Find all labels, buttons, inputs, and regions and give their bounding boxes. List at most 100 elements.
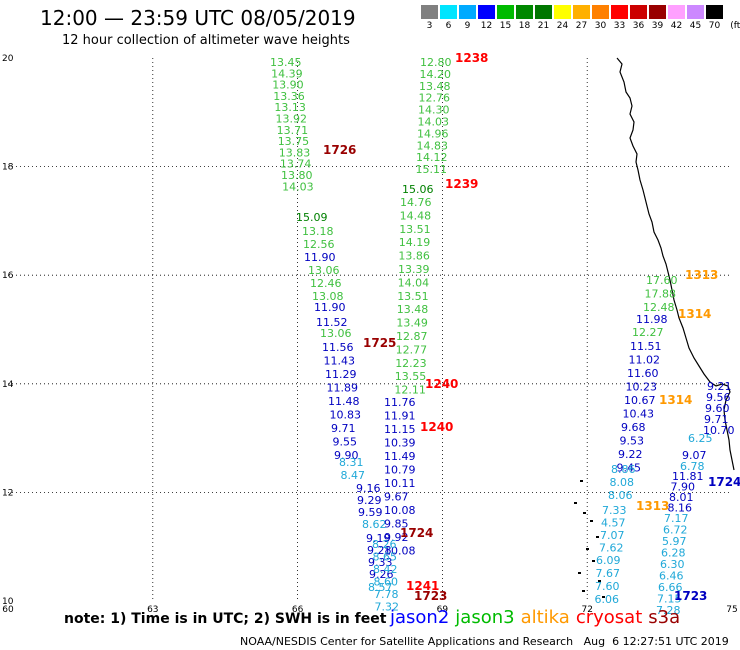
island — [586, 548, 589, 550]
lat-lon-grid: 60 63 66 69 72 75 10 12 14 16 18 20 — [2, 54, 738, 615]
swh-value: 9.59 — [358, 506, 383, 519]
swh-value: 13.92 — [276, 113, 308, 126]
swh-value: 7.67 — [596, 567, 621, 580]
swh-value: 13.06 — [320, 327, 352, 340]
swh-value: 5.97 — [662, 535, 687, 548]
island — [602, 596, 605, 598]
swh-value: 14.96 — [417, 127, 449, 140]
swh-value: 11.60 — [627, 367, 659, 380]
swh-value: 11.76 — [384, 396, 416, 409]
island — [578, 572, 581, 574]
scale-label: 42 — [670, 21, 683, 31]
island — [583, 512, 586, 514]
coastline — [574, 57, 735, 598]
swh-value: 13.55 — [395, 370, 427, 383]
swh-value: 8.06 — [608, 489, 633, 502]
swh-value: 13.71 — [277, 124, 309, 137]
swh-value: 9.60 — [705, 402, 730, 415]
swh-value: 9.21 — [707, 380, 732, 393]
swh-value: 8.60 — [374, 576, 399, 589]
pass-time-tag: 1724 — [708, 475, 740, 489]
lon-tick-label: 66 — [292, 605, 304, 615]
scale-label: 18 — [518, 21, 531, 31]
scale-swatch — [554, 5, 571, 19]
pass-time-tag: 1240 — [425, 377, 458, 391]
pass-time-tag: 1313 — [636, 499, 669, 513]
island — [580, 480, 583, 482]
swh-value: 11.43 — [324, 355, 356, 368]
swh-value: 8.65 — [373, 551, 398, 564]
satellite-legend-jason3: jason3 — [455, 607, 515, 628]
swh-value: 9.53 — [620, 435, 645, 448]
swh-value: 8.01 — [669, 491, 694, 504]
swh-value: 14.03 — [418, 116, 450, 129]
swh-value: 13.48 — [397, 303, 429, 316]
scale-swatch — [706, 5, 723, 19]
swh-value: 12.48 — [643, 301, 675, 314]
swh-value: 15.06 — [402, 183, 434, 196]
swh-value: 12.23 — [395, 357, 427, 370]
swh-value: 11.56 — [322, 341, 354, 354]
swh-value: 13.13 — [274, 101, 306, 114]
satellite-legend: jason2 jason3 altika cryosat s3a — [390, 607, 686, 628]
island — [592, 560, 595, 562]
swh-value: 6.30 — [660, 558, 685, 571]
swh-value: 17.60 — [646, 274, 678, 287]
swh-value: 13.06 — [308, 264, 340, 277]
swh-value: 9.71 — [331, 422, 356, 435]
lon-tick-label: 75 — [726, 605, 737, 615]
swh-value: 13.18 — [302, 225, 334, 238]
swh-value: 9.19 — [366, 532, 391, 545]
altimeter-tracks: 13.4514.3913.9013.3613.1313.9213.7113.75… — [270, 56, 735, 617]
swh-value: 7.60 — [595, 580, 620, 593]
swh-value: 9.16 — [356, 482, 381, 495]
scale-swatch — [535, 5, 552, 19]
units-note: note: 1) Time is in UTC; 2) SWH is in fe… — [64, 611, 387, 627]
swh-value: 10.70 — [703, 424, 735, 437]
island — [574, 502, 577, 504]
swh-value: 14.30 — [418, 104, 450, 117]
lat-tick-label: 12 — [2, 488, 13, 498]
scale-swatch — [611, 5, 628, 19]
scale-swatch — [592, 5, 609, 19]
lat-tick-label: 20 — [2, 54, 14, 64]
swh-value: 13.51 — [397, 290, 429, 303]
swh-value: 14.39 — [271, 67, 303, 80]
swh-value: 8.86 — [611, 463, 636, 476]
swh-value: 14.20 — [420, 68, 452, 81]
pass-time-tag: 1241 — [406, 579, 439, 593]
swh-value: 11.89 — [327, 382, 359, 395]
scale-label: 15 — [499, 21, 512, 31]
swh-value: 17.88 — [645, 288, 677, 301]
swh-value: 8.42 — [373, 563, 398, 576]
swh-value: 12.76 — [419, 92, 451, 105]
swh-value: 13.08 — [312, 290, 344, 303]
swh-value: 9.07 — [682, 449, 707, 462]
lon-tick-label: 63 — [147, 605, 158, 615]
pass-time-tag: 1314 — [678, 307, 711, 321]
swh-value: 13.48 — [419, 80, 451, 93]
scale-label: 21 — [537, 21, 550, 31]
swh-value: 9.71 — [704, 413, 729, 426]
pass-time-tag: 1238 — [455, 51, 488, 65]
swh-value: 10.08 — [384, 545, 416, 558]
swh-value: 11.02 — [629, 354, 661, 367]
swh-value: 6.06 — [595, 593, 620, 606]
scale-label: 45 — [689, 21, 702, 31]
swh-value: 6.78 — [680, 460, 705, 473]
lat-tick-label: 16 — [2, 271, 14, 281]
swh-value: 12.77 — [396, 343, 428, 356]
scale-swatch — [630, 5, 647, 19]
satellite-legend-s3a: s3a — [648, 607, 681, 628]
swh-value: 9.55 — [333, 436, 358, 449]
scale-label: 3 — [426, 21, 433, 31]
swh-value: 9.28 — [367, 544, 392, 557]
swh-value: 9.68 — [621, 421, 646, 434]
swh-value: 11.15 — [384, 423, 416, 436]
swh-value: 9.22 — [618, 448, 643, 461]
swh-value: 13.39 — [398, 263, 430, 276]
lat-tick-label: 14 — [2, 380, 14, 390]
pass-time-tag: 1313 — [685, 268, 718, 282]
swh-value: 10.67 — [624, 394, 656, 407]
satellite-legend-cryosat: cryosat — [575, 607, 643, 628]
